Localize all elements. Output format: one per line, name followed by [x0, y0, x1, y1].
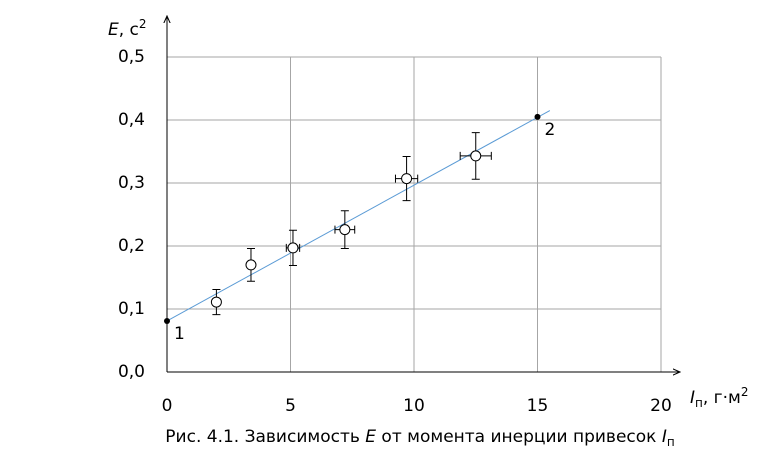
y-axis-label: E, с2 [108, 17, 147, 41]
x-axis-label: Iп, г·м2 [690, 385, 748, 410]
caption: Рис. 4.1. Зависимость E от момента инерц… [165, 427, 674, 449]
fit-line [166, 110, 551, 322]
y-tick-label: 0,0 [118, 362, 145, 382]
data-point [245, 259, 257, 271]
y-tick-label: 0,4 [118, 110, 145, 130]
data-point [401, 173, 413, 185]
x-tick-label: 20 [650, 396, 672, 416]
data-point [210, 296, 222, 308]
y-tick-label: 0,5 [118, 47, 145, 67]
x-tick-label: 0 [162, 396, 173, 416]
data-point [339, 224, 351, 236]
point-label: 1 [174, 324, 185, 344]
x-tick-label: 5 [285, 396, 296, 416]
y-tick-label: 0,2 [118, 236, 145, 256]
x-tick-label: 10 [403, 396, 425, 416]
data-point [287, 242, 299, 254]
point-label: 2 [545, 120, 556, 140]
y-tick-label: 0,3 [118, 173, 145, 193]
data-point [470, 150, 482, 162]
anchor-point [534, 113, 541, 120]
anchor-point [164, 317, 170, 324]
y-tick-label: 0,1 [118, 299, 145, 319]
x-tick-label: 15 [527, 396, 549, 416]
